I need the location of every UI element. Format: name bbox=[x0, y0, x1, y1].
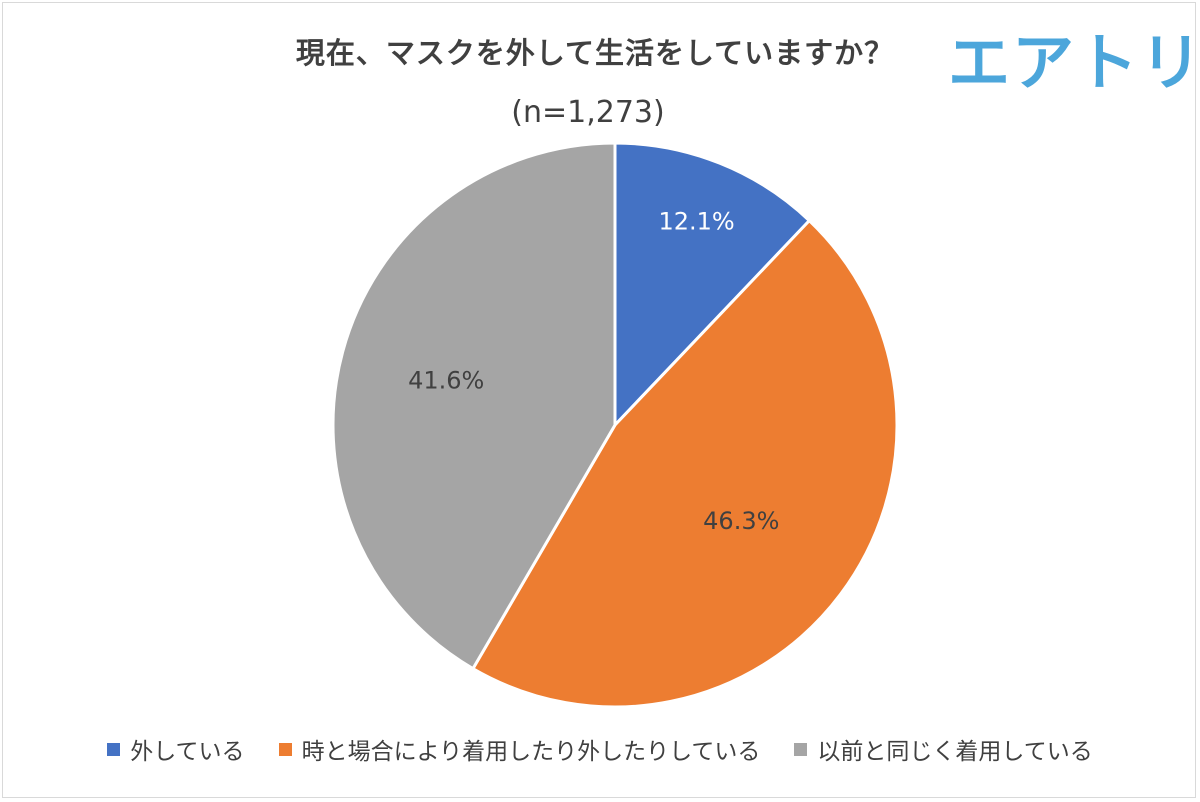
legend-item: 時と場合により着用したり外したりしている bbox=[278, 732, 761, 766]
chart-subtitle: (n=1,273) bbox=[511, 95, 665, 130]
legend-item: 以前と同じく着用している bbox=[794, 732, 1093, 766]
slice-data-label: 41.6% bbox=[408, 366, 484, 394]
legend-label: 外している bbox=[130, 739, 245, 765]
legend-label: 以前と同じく着用している bbox=[817, 739, 1093, 765]
legend-swatch bbox=[107, 742, 121, 756]
legend-label: 時と場合により着用したり外したりしている bbox=[301, 739, 761, 765]
brand-logo: エアトリ bbox=[948, 26, 1200, 99]
legend-swatch bbox=[278, 742, 292, 756]
slice-data-label: 46.3% bbox=[703, 507, 779, 535]
chart-legend: 外している 時と場合により着用したり外したりしている 以前と同じく着用している bbox=[0, 732, 1200, 766]
chart-title: 現在、マスクを外して生活をしていますか？ bbox=[295, 36, 895, 70]
slice-data-label: 12.1% bbox=[658, 208, 734, 236]
legend-item: 外している bbox=[107, 732, 245, 766]
legend-swatch bbox=[794, 742, 808, 756]
pie-slice bbox=[613, 141, 812, 429]
pie-slice bbox=[331, 141, 617, 671]
pie-slice bbox=[470, 218, 899, 709]
